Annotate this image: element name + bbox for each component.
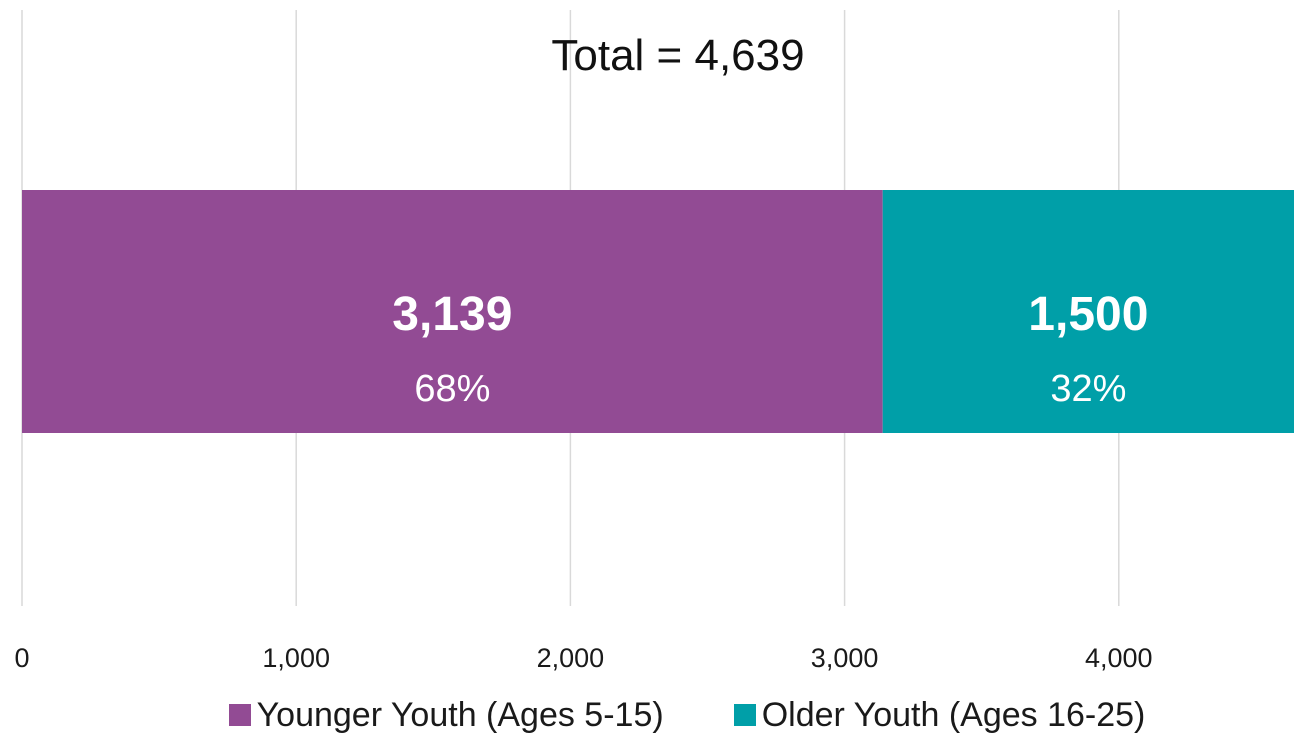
legend-label-younger-youth: Younger Youth (Ages 5-15) [256, 695, 664, 734]
bar-percent-label: 68% [414, 368, 490, 410]
bar-value-label: 1,500 [1028, 288, 1148, 341]
legend-swatch-older-youth [733, 704, 756, 726]
x-tick-label: 4,000 [1085, 643, 1153, 673]
bar-percent-label: 32% [1050, 368, 1126, 410]
x-tick-label: 0 [14, 643, 29, 673]
bars [22, 190, 1294, 433]
x-tick-label: 3,000 [811, 643, 879, 673]
chart-title: Total = 4,639 [551, 31, 804, 80]
x-axis-ticks: 0 1,000 2,000 3,000 4,000 [14, 643, 1152, 673]
legend: Younger Youth (Ages 5-15) Older Youth (A… [0, 690, 1294, 740]
legend-label-older-youth: Older Youth (Ages 16-25) [761, 695, 1146, 734]
bar-value-label: 3,139 [392, 288, 512, 341]
legend-swatch-younger-youth [228, 704, 251, 726]
x-tick-label: 1,000 [262, 643, 330, 673]
legend-item-younger-youth: Younger Youth (Ages 5-15) [228, 695, 664, 735]
legend-item-older-youth: Older Youth (Ages 16-25) [733, 695, 1146, 735]
data-labels: 3,139 68% 1,500 32% [392, 288, 1148, 410]
x-tick-label: 2,000 [537, 643, 605, 673]
bar-segment [22, 190, 883, 433]
bar-segment [882, 190, 1294, 433]
